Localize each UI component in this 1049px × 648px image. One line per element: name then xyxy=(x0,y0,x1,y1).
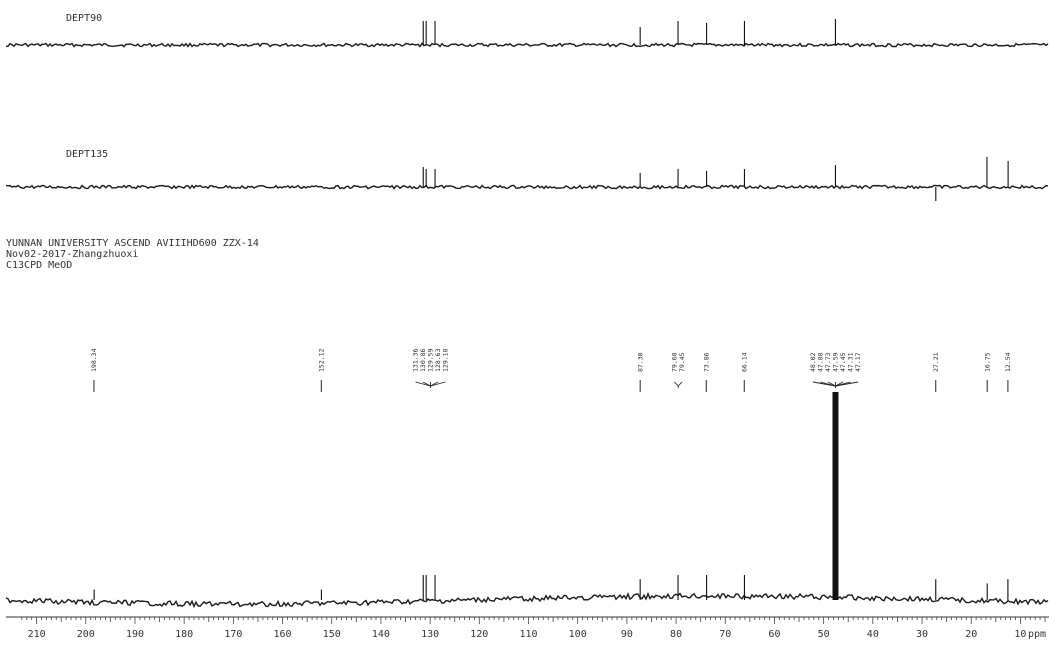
x-tick-label-80: 80 xyxy=(670,629,682,640)
baseline-dept135 xyxy=(5,184,1049,190)
spectrum-label-dept90: DEPT90 xyxy=(66,13,102,24)
x-tick-label-110: 110 xyxy=(519,629,537,640)
peak-label-fan xyxy=(415,381,431,387)
peak-label-198.34: 198.34 xyxy=(90,348,98,372)
peak-label-fan xyxy=(827,381,836,387)
spectra-layer xyxy=(5,19,1049,609)
peak-label-87.30: 87.30 xyxy=(636,352,644,372)
peak-label-129.18: 129.18 xyxy=(442,348,450,372)
peak-label-fan xyxy=(674,381,679,387)
peak-label-47.59: 47.59 xyxy=(832,352,840,372)
x-tick-label-170: 170 xyxy=(224,629,242,640)
x-tick-label-120: 120 xyxy=(470,629,488,640)
peak-label-16.75: 16.75 xyxy=(983,352,991,372)
peak-label-47.88: 47.88 xyxy=(817,352,825,372)
x-tick-label-10: 10 xyxy=(1014,629,1026,640)
x-tick-label-160: 160 xyxy=(274,629,292,640)
peak-label-73.86: 73.86 xyxy=(702,352,710,372)
x-tick-label-70: 70 xyxy=(719,629,731,640)
peak-label-fan xyxy=(422,381,431,387)
x-tick-label-200: 200 xyxy=(77,629,95,640)
peak-label-131.36: 131.36 xyxy=(412,348,420,372)
spectrum-label-dept135: DEPT135 xyxy=(66,149,108,160)
spectrum-dept135 xyxy=(5,157,1049,201)
header-experiment: C13CPD MeOD xyxy=(6,260,73,271)
ppm-axis: 210 200 190 180 170 160 150 140 130 120 110 100 90 80… xyxy=(6,616,1049,640)
peak-label-fan xyxy=(677,381,683,387)
peak-label-47.45: 47.45 xyxy=(839,352,847,372)
peak-label-12.54: 12.54 xyxy=(1004,352,1012,372)
spectrum-c13cpd xyxy=(5,392,1049,609)
header-instrument: YUNNAN UNIVERSITY ASCEND AVIIIHD600 ZZX-… xyxy=(6,238,259,249)
baseline-c13cpd xyxy=(5,592,1049,609)
peak-label-47.73: 47.73 xyxy=(824,352,832,372)
x-tick-label-60: 60 xyxy=(768,629,780,640)
x-tick-label-100: 100 xyxy=(569,629,587,640)
peak-label-fan xyxy=(835,381,859,387)
x-tick-label-90: 90 xyxy=(621,629,633,640)
spectrum-dept90 xyxy=(5,19,1049,48)
x-tick-label-130: 130 xyxy=(421,629,439,640)
x-tick-label-50: 50 xyxy=(818,629,830,640)
peak-label-27.21: 27.21 xyxy=(932,352,940,372)
x-tick-label-40: 40 xyxy=(867,629,879,640)
x-tick-label-210: 210 xyxy=(28,629,46,640)
peak-label-130.86: 130.86 xyxy=(419,348,427,372)
peak-label-48.02: 48.02 xyxy=(809,352,817,372)
peak-label-152.12: 152.12 xyxy=(318,348,326,372)
peak-label-47.17: 47.17 xyxy=(854,352,862,372)
x-tick-label-30: 30 xyxy=(916,629,928,640)
header-sample: Nov02-2017-Zhangzhuoxi xyxy=(6,249,139,260)
x-tick-label-150: 150 xyxy=(323,629,341,640)
peak-labels-layer: 198.34 152.12 131.36 130.86 129.59 128.63 129.… xyxy=(90,348,1012,392)
x-tick-label-190: 190 xyxy=(126,629,144,640)
x-tick-label-20: 20 xyxy=(965,629,977,640)
baseline-dept90 xyxy=(5,42,1049,48)
peak-label-79.45: 79.45 xyxy=(678,352,686,372)
peak-label-fan xyxy=(430,381,446,387)
peak-label-129.59: 129.59 xyxy=(427,348,435,372)
x-tick-label-180: 180 xyxy=(175,629,193,640)
x-tick-label-140: 140 xyxy=(372,629,390,640)
peak-label-66.14: 66.14 xyxy=(740,352,748,372)
peak-label-79.68: 79.68 xyxy=(671,352,679,372)
peak-label-fan xyxy=(820,381,836,387)
peak-label-47.31: 47.31 xyxy=(847,352,855,372)
peak-label-128.63: 128.63 xyxy=(434,348,442,372)
x-axis-unit-label: ppm xyxy=(1028,629,1046,640)
